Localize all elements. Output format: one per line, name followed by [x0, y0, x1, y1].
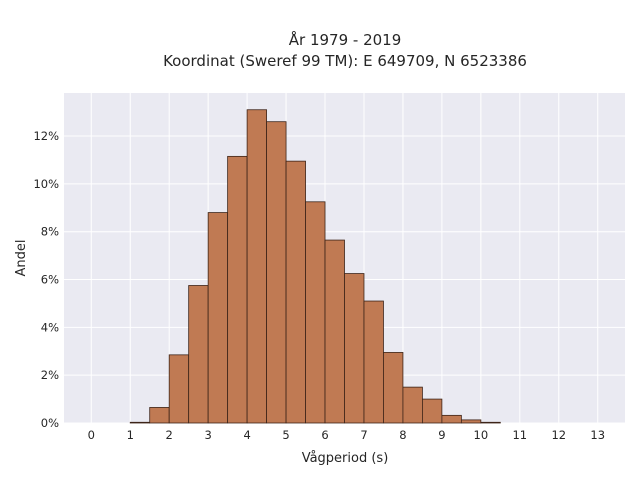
histogram-bar — [149, 407, 170, 424]
y-tick-label: 8% — [41, 225, 59, 239]
histogram-bar — [246, 109, 267, 424]
histogram-bar — [344, 273, 365, 424]
histogram-bar — [305, 201, 326, 424]
x-tick-label: 5 — [282, 428, 289, 442]
histogram-bar — [207, 212, 229, 424]
x-tick-label: 1 — [127, 428, 134, 442]
x-tick-label: 4 — [243, 428, 250, 442]
histogram-bar — [129, 421, 151, 424]
y-tick-label: 2% — [41, 368, 59, 382]
histogram-bar — [168, 354, 190, 424]
x-tick-label: 10 — [474, 428, 489, 442]
x-tick-label: 9 — [438, 428, 445, 442]
y-tick-label: 12% — [33, 129, 59, 143]
x-tick-label: 11 — [512, 428, 527, 442]
histogram-bar — [227, 155, 248, 424]
y-tick-label: 4% — [41, 320, 59, 334]
histogram-bar — [480, 421, 501, 424]
x-tick-label: 8 — [399, 428, 406, 442]
histogram-bar — [383, 352, 404, 424]
histogram-bar — [363, 300, 384, 424]
y-axis-label: Andel — [14, 240, 29, 277]
x-tick-label: 2 — [166, 428, 173, 442]
histogram-bar — [324, 239, 345, 424]
bars — [129, 109, 501, 424]
chart-title-line-2: Koordinat (Sweref 99 TM): E 649709, N 65… — [163, 52, 527, 70]
histogram-bar — [285, 160, 306, 424]
histogram-bar — [266, 121, 287, 424]
x-axis-label: Vågperiod (s) — [302, 451, 389, 466]
y-tick-labels: 0% 2% 4% 6% 8% 10% 12% — [33, 129, 59, 430]
histogram-bar — [402, 386, 423, 424]
x-tick-label: 3 — [204, 428, 211, 442]
x-tick-label: 0 — [88, 428, 95, 442]
y-tick-label: 6% — [41, 273, 59, 287]
x-tick-label: 13 — [590, 428, 605, 442]
chart-title-line-1: År 1979 - 2019 — [289, 30, 402, 49]
x-tick-label: 7 — [360, 428, 367, 442]
histogram-bar — [441, 414, 462, 424]
y-tick-label: 10% — [33, 177, 59, 191]
x-tick-label: 12 — [551, 428, 566, 442]
x-tick-labels: 0 1 2 3 4 5 6 7 8 9 10 11 12 13 — [88, 428, 605, 442]
x-tick-label: 6 — [321, 428, 328, 442]
histogram-bar — [188, 285, 209, 424]
histogram-bar — [460, 419, 482, 424]
histogram-bar — [422, 398, 443, 424]
y-tick-label: 0% — [41, 416, 59, 430]
